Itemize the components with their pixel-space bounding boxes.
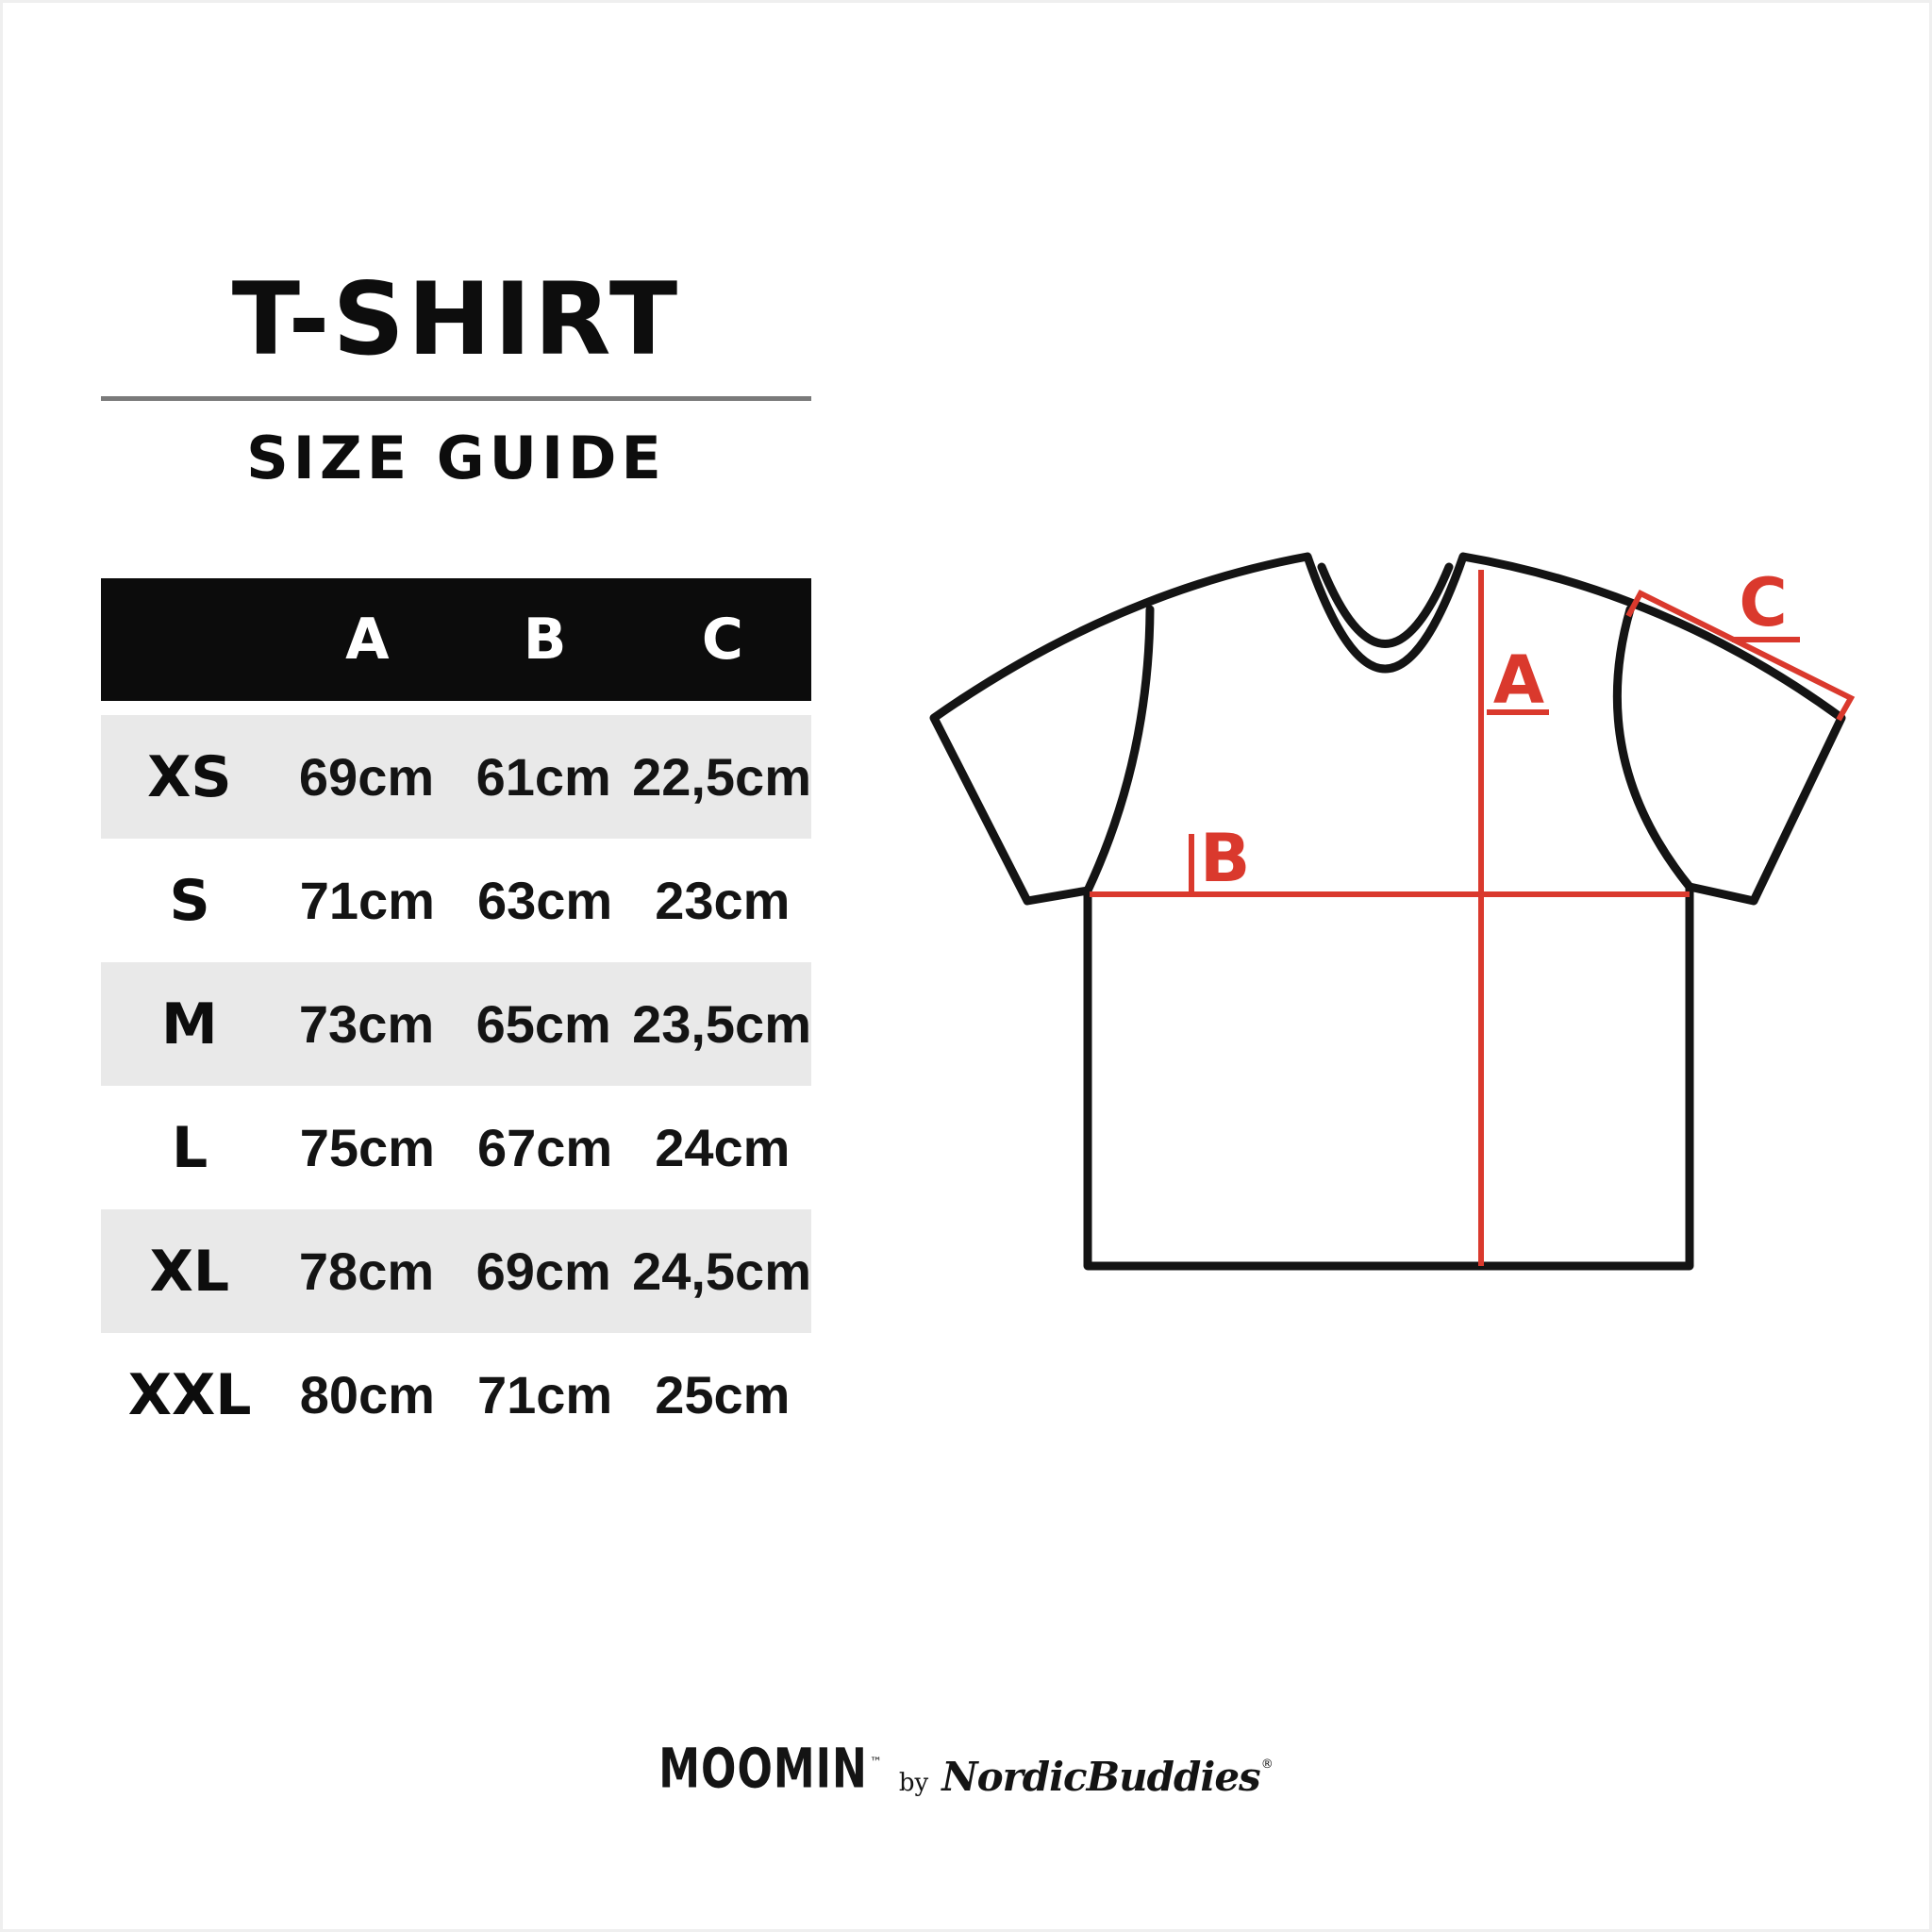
by-text: by [898, 1769, 929, 1797]
title-block: T-SHIRT SIZE GUIDE [101, 261, 811, 493]
measurement-value-a: 80cm [299, 1365, 435, 1424]
measurement-value-b: 65cm [475, 994, 611, 1054]
table-row-xxl: XXL 80cm 71cm 25cm [101, 1333, 811, 1457]
table-row-m: M 73cm 65cm 23,5cm [101, 962, 811, 1086]
table-header-a: A [345, 607, 390, 673]
measurement-value-c: 25cm [655, 1365, 791, 1424]
measurement-value-a: 78cm [298, 1241, 435, 1301]
table-body: XS 69cm 61cm 22,5cm S 71cm 63cm 23cm M 73cm 65cm 23… [101, 715, 811, 1457]
measure-label-a: A [1493, 641, 1544, 719]
measurement-value-c: 23cm [655, 871, 791, 930]
measurement-value-b: 69cm [475, 1241, 611, 1301]
size-label: XL [149, 1238, 230, 1305]
size-table: A B C XS 69cm 61cm 22,5cm S 71cm 63cm 23cm M 73cm… [101, 578, 811, 1457]
tshirt-outline [929, 552, 1846, 1271]
left-armhole-seam [1083, 605, 1155, 895]
size-label: S [169, 867, 210, 934]
measurement-value-b: 61cm [475, 747, 611, 807]
table-row-l: L 75cm 67cm 24cm [101, 1086, 811, 1209]
measure-label-c: C [1739, 564, 1787, 641]
measure-line-c [1625, 590, 1856, 722]
measurement-value-a: 71cm [299, 871, 435, 930]
tshirt-measurement-diagram: A B C [887, 509, 1932, 1321]
measurement-value-b: 67cm [477, 1118, 613, 1177]
size-label: M [160, 991, 218, 1058]
title-divider [101, 396, 811, 402]
table-header-b: B [523, 607, 567, 673]
measurement-value-c: 24cm [655, 1118, 791, 1177]
table-row-xl: XL 78cm 69cm 24,5cm [101, 1209, 811, 1333]
measurement-value-a: 75cm [299, 1118, 435, 1177]
measurement-value-b: 63cm [477, 871, 613, 930]
right-armhole-seam [1612, 605, 1694, 891]
trademark-symbol: ™ [869, 1756, 882, 1770]
measure-label-b: B [1200, 820, 1250, 897]
size-label: XXL [127, 1361, 252, 1428]
size-label: L [172, 1114, 208, 1181]
measurement-value-a: 73cm [298, 994, 435, 1054]
collar-inner-seam [1317, 562, 1454, 648]
table-row-xs: XS 69cm 61cm 22,5cm [101, 715, 811, 839]
measurement-value-b: 71cm [477, 1365, 613, 1424]
table-header-row: A B C [101, 578, 811, 701]
measurement-value-c: 23,5cm [632, 994, 811, 1054]
nordicbuddies-logo: NordicBuddies [941, 1754, 1261, 1800]
measurement-value-a: 69cm [298, 747, 435, 807]
brand-footer: MOOMIN ™ by NordicBuddies ® [0, 1738, 1932, 1801]
page-subtitle: SIZE GUIDE [246, 424, 666, 493]
measurement-value-c: 24,5cm [632, 1241, 811, 1301]
size-label: XS [147, 743, 232, 810]
measurement-value-c: 22,5cm [632, 747, 811, 807]
registered-symbol: ® [1260, 1757, 1274, 1772]
tshirt-diagram-svg: A B C [929, 552, 1856, 1271]
table-row-s: S 71cm 63cm 23cm [101, 839, 811, 962]
table-header-c: C [701, 607, 743, 673]
page-title: T-SHIRT [231, 261, 681, 377]
moomin-logo: MOOMIN [658, 1737, 868, 1801]
